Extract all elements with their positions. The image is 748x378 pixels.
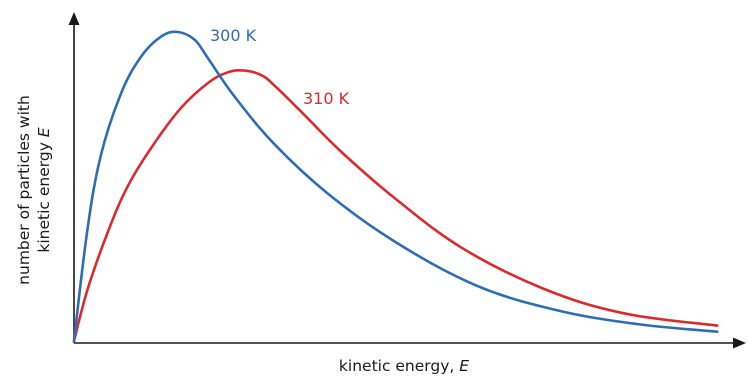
y-axis-arrow-icon (68, 12, 80, 25)
x-axis-label-text: kinetic energy, (339, 357, 459, 375)
series-line-310k (72, 68, 719, 343)
x-axis-label-variable: E (459, 357, 469, 375)
y-axis-label-line2-variable: E (35, 127, 53, 137)
series-label-310k: 310 K (303, 89, 350, 108)
series-line-300k (72, 30, 719, 343)
y-axis-label-line2-text: kinetic energy (35, 137, 53, 252)
series-label-300k: 300 K (210, 26, 257, 45)
x-axis-label: kinetic energy, E (339, 357, 469, 375)
y-axis-label: number of particles with kinetic energy … (15, 95, 53, 285)
series-group (72, 30, 719, 343)
y-axis-label-line1: number of particles with (15, 95, 33, 285)
x-axis-arrow-icon (733, 337, 746, 349)
y-axis-label-line2: kinetic energy E (35, 127, 53, 252)
